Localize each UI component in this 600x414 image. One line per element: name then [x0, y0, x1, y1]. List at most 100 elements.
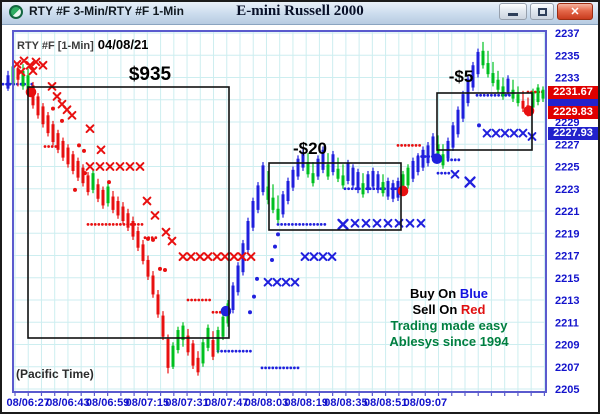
- buy-stop-dash: [497, 93, 500, 97]
- promo-line-sell: Sell On Red: [383, 302, 515, 318]
- buy-stop-dash: [301, 222, 305, 226]
- buy-stop-dash: [450, 158, 453, 162]
- buy-stop-dash: [294, 222, 298, 226]
- candle-body: [376, 174, 380, 190]
- buy-x-marker: [361, 218, 371, 228]
- x-axis-label: 08/06:43: [46, 397, 89, 409]
- minimize-button[interactable]: [499, 3, 527, 20]
- sell-x-marker: [85, 124, 95, 134]
- sell-entry-dot: [397, 185, 409, 197]
- sell-x-marker: [19, 56, 29, 66]
- buy-dot-marker: [477, 123, 481, 128]
- sell-stop-dash: [140, 222, 144, 226]
- promo-tagline: Trading made easy: [390, 318, 508, 333]
- buy-stop-dash: [285, 366, 289, 370]
- sell-stop-dash: [154, 236, 158, 240]
- sell-x-marker: [96, 145, 106, 155]
- candle-body: [436, 144, 440, 159]
- sell-stop-dash: [104, 222, 108, 226]
- promo-buy-prefix: Buy On: [409, 286, 460, 301]
- sell-stop-dash: [97, 222, 101, 226]
- sell-x-marker: [237, 252, 247, 262]
- candle-body: [96, 184, 100, 199]
- x-axis-label: 08/08:35: [324, 397, 367, 409]
- close-icon: ✕: [570, 6, 580, 18]
- candle-body: [516, 94, 520, 104]
- buy-x-marker: [281, 277, 291, 287]
- y-axis-label: 2235: [555, 50, 579, 62]
- sell-stop-dash: [414, 143, 418, 147]
- close-button[interactable]: ✕: [557, 3, 593, 20]
- sell-x-marker: [52, 92, 62, 101]
- sell-dot-marker: [83, 171, 87, 176]
- buy-stop-dash: [475, 93, 479, 97]
- buy-x-marker: [500, 128, 510, 138]
- sell-stop-dash: [119, 222, 122, 226]
- price-scale-marker: [548, 97, 598, 107]
- candle-body: [511, 89, 515, 99]
- candle-body: [501, 86, 505, 97]
- candle-body: [141, 244, 145, 262]
- sell-dot-marker: [73, 187, 77, 192]
- buy-stop-dash: [296, 366, 300, 370]
- candle-body: [266, 186, 270, 200]
- x-axis-label: 08/07:15: [126, 397, 169, 409]
- buy-dot-marker: [252, 294, 256, 299]
- candle-body: [311, 173, 315, 184]
- y-axis-label: 2221: [555, 206, 579, 218]
- y-axis-label: 2229: [555, 117, 579, 129]
- candle-body: [336, 168, 340, 179]
- y-axis-label: 2223: [555, 184, 579, 196]
- x-axis-label: 08/08:19: [285, 397, 328, 409]
- candle-body: [131, 221, 135, 237]
- maximize-icon: [537, 7, 547, 16]
- sell-dot-marker: [77, 143, 81, 148]
- buy-stop-dash: [241, 349, 245, 353]
- candle-body: [296, 158, 300, 177]
- candle-body: [386, 180, 390, 197]
- titlebar[interactable]: RTY #F 3-Min/RTY #F 1-Min E-mini Russell…: [0, 0, 600, 25]
- promo-sell-word: Red: [460, 302, 486, 317]
- candle-body: [356, 172, 360, 190]
- signal-dot-markers: [51, 106, 481, 315]
- sell-x-marker: [85, 162, 95, 171]
- candle-body: [481, 50, 485, 66]
- y-axis-label: 2219: [555, 228, 579, 240]
- chart-symbol-label: RTY #F [1-Min]: [17, 40, 94, 52]
- sell-x-marker: [142, 196, 152, 206]
- promo-buy-word: Blue: [459, 286, 488, 301]
- candle-body: [211, 340, 215, 357]
- sell-x-marker: [203, 252, 213, 262]
- candle-body: [351, 167, 355, 186]
- buy-stop-dash: [238, 349, 242, 353]
- sell-dot-marker: [146, 236, 150, 241]
- candle-body: [91, 173, 95, 190]
- maximize-button[interactable]: [530, 3, 554, 20]
- y-axis-label: 2215: [555, 273, 579, 285]
- sell-dot-marker: [60, 118, 64, 123]
- candle-body: [521, 100, 525, 109]
- buy-stop-dash: [490, 93, 493, 97]
- sell-stop-dash: [201, 298, 204, 302]
- candle-body: [426, 145, 430, 164]
- candle-body: [26, 75, 30, 91]
- buy-stop-dash: [436, 171, 440, 175]
- buy-stop-dash: [394, 187, 397, 191]
- sell-stop-dash: [411, 143, 414, 147]
- candle-body: [201, 342, 205, 364]
- sell-x-marker: [95, 162, 105, 171]
- buy-dot-marker: [276, 232, 280, 237]
- y-axis-label: 2217: [555, 251, 579, 263]
- buy-x-marker: [290, 277, 300, 287]
- y-axis-label: 2205: [555, 384, 579, 396]
- sell-x-marker: [125, 162, 135, 171]
- buy-x-marker: [491, 128, 501, 138]
- candle-body: [256, 185, 260, 210]
- sell-dot-marker: [163, 267, 167, 272]
- candle-body: [106, 186, 110, 204]
- x-axis-label: 08/06:59: [86, 397, 129, 409]
- app-icon: [9, 5, 23, 19]
- sell-stop-dash: [407, 143, 411, 147]
- candle-body: [41, 106, 45, 125]
- chart-corner-label: RTY #F [1-Min] 04/08/21: [17, 36, 148, 54]
